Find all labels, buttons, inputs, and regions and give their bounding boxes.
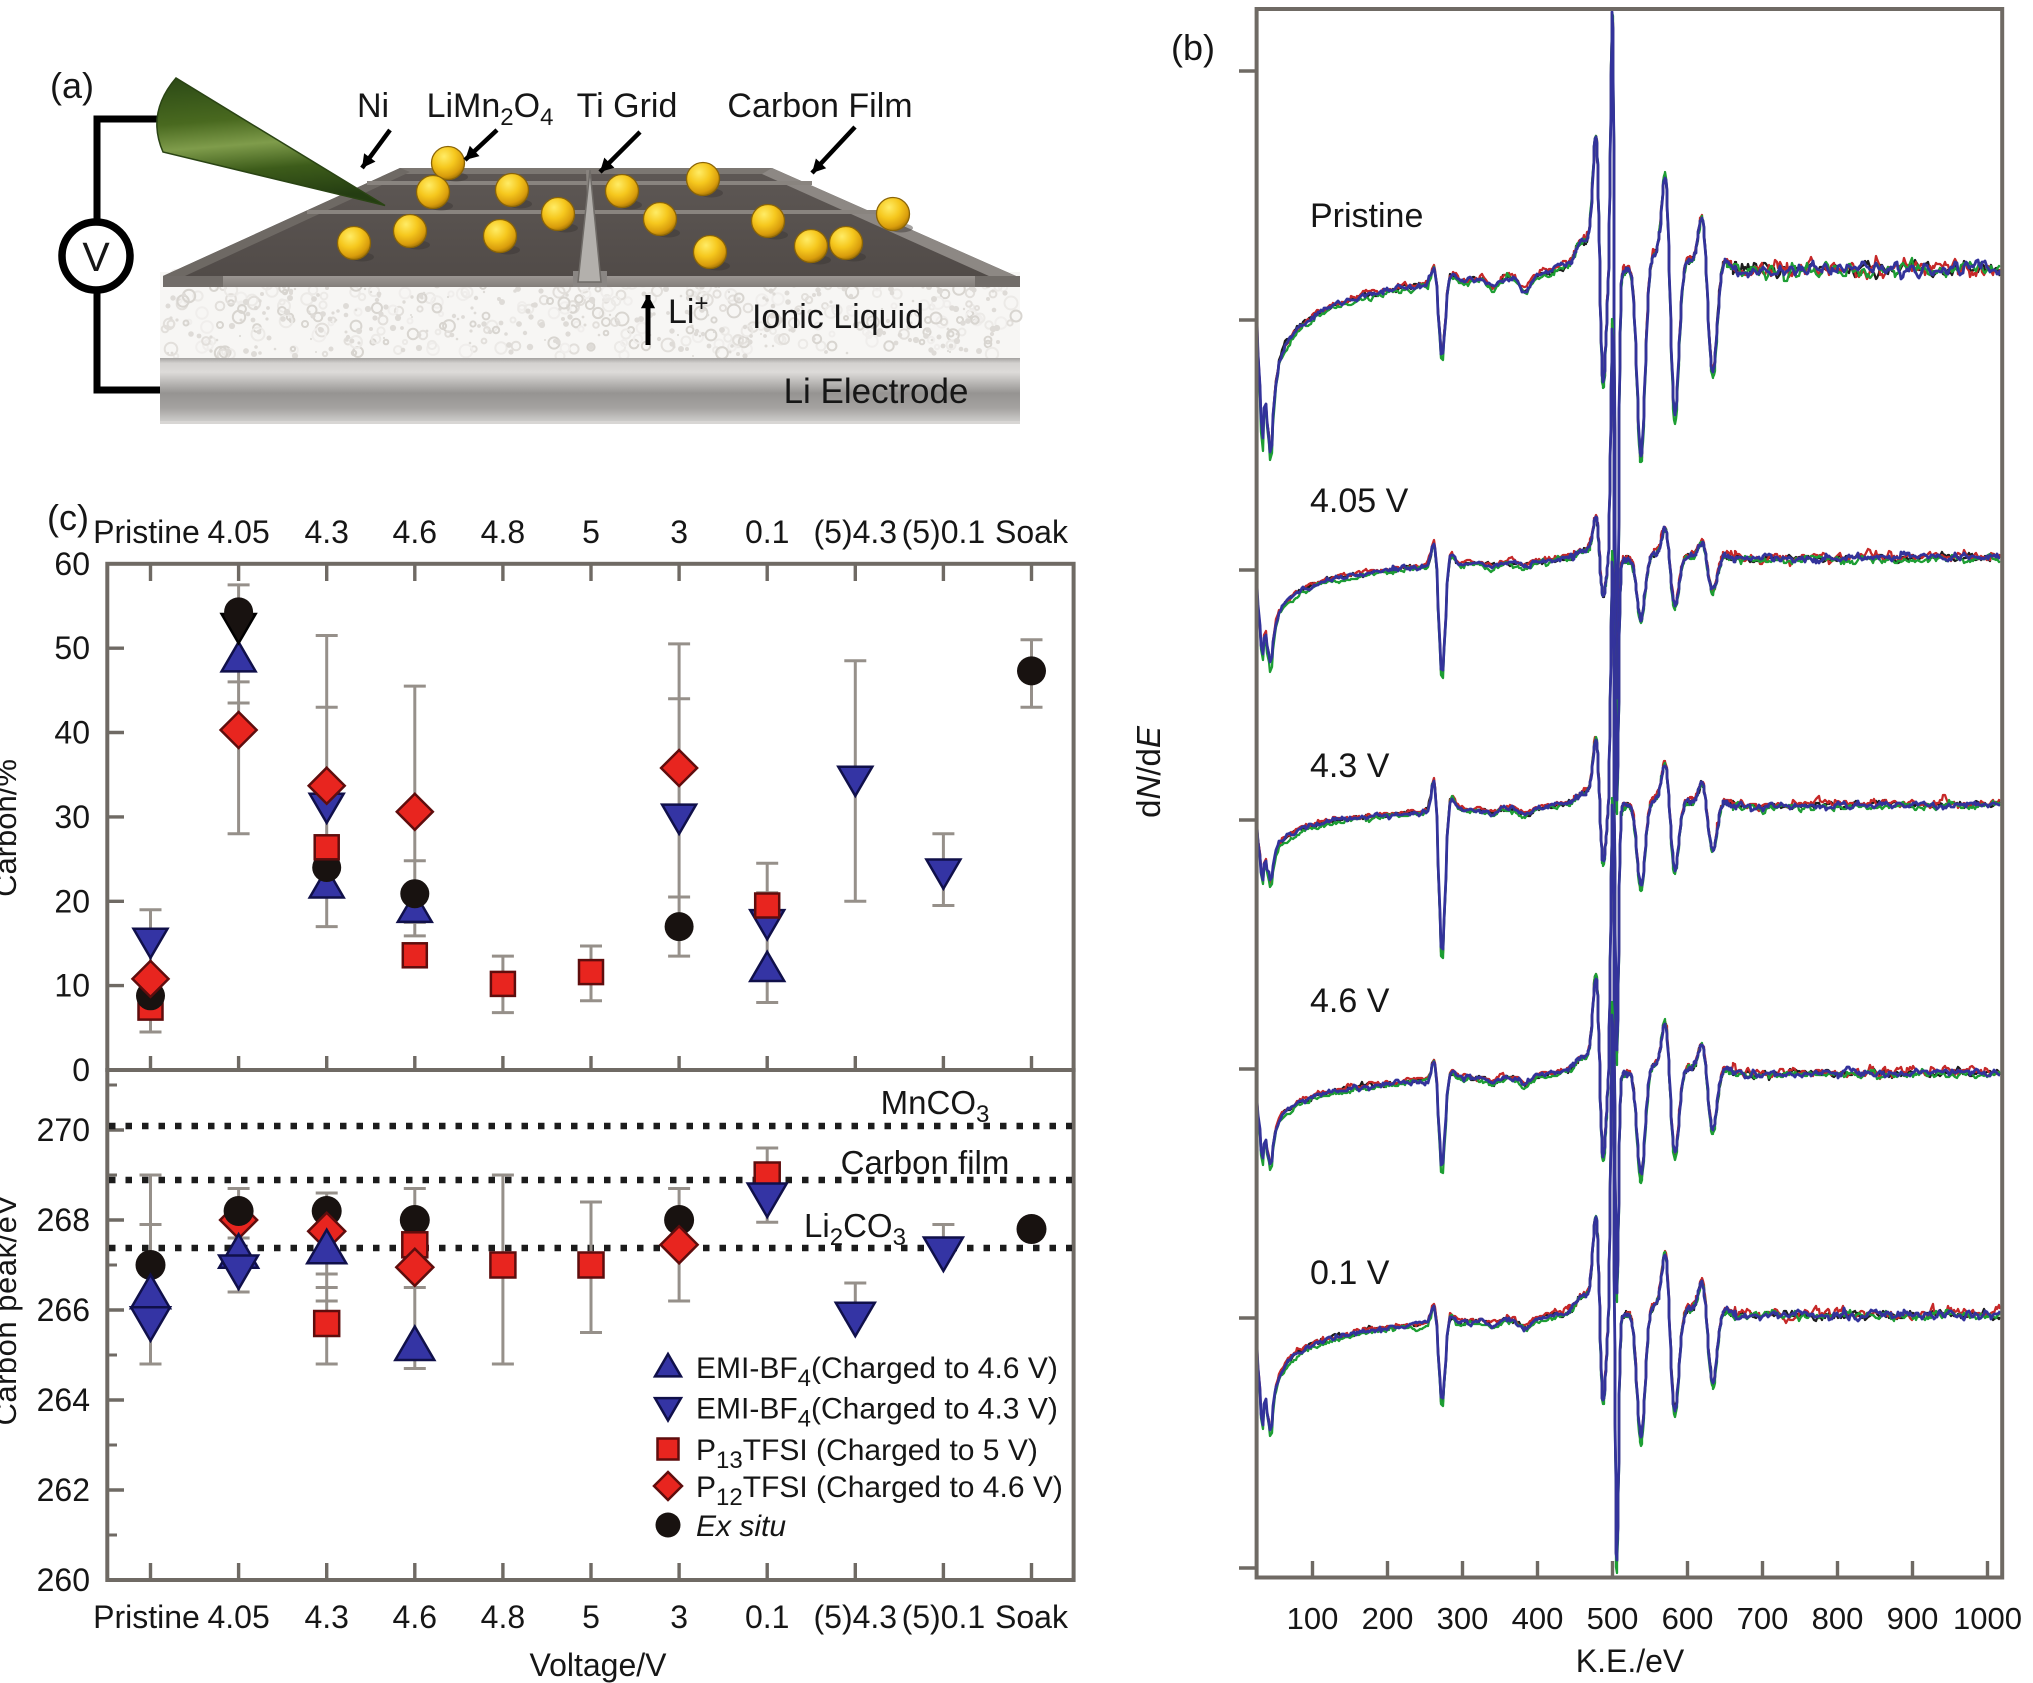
svg-text:Pristine: Pristine (93, 514, 200, 550)
svg-text:500: 500 (1587, 1601, 1639, 1636)
svg-text:Soak: Soak (995, 1599, 1069, 1635)
svg-text:268: 268 (37, 1202, 90, 1238)
svg-text:(5)4.3: (5)4.3 (814, 514, 898, 550)
svg-text:266: 266 (37, 1292, 90, 1328)
svg-text:600: 600 (1662, 1601, 1714, 1636)
svg-text:(5)0.1: (5)0.1 (902, 514, 986, 550)
svg-text:60: 60 (54, 546, 90, 582)
svg-text:3: 3 (670, 1599, 688, 1635)
svg-text:700: 700 (1737, 1601, 1789, 1636)
svg-text:Ex situ: Ex situ (696, 1510, 786, 1543)
svg-text:900: 900 (1887, 1601, 1939, 1636)
svg-text:800: 800 (1812, 1601, 1864, 1636)
svg-text:4.8: 4.8 (481, 1599, 525, 1635)
svg-text:4.3: 4.3 (304, 514, 348, 550)
svg-text:(5)4.3: (5)4.3 (814, 1599, 898, 1635)
svg-text:K.E./eV: K.E./eV (1576, 1643, 1685, 1679)
svg-text:200: 200 (1362, 1601, 1414, 1636)
svg-text:4.05 V: 4.05 V (1310, 482, 1409, 520)
svg-text:30: 30 (54, 799, 90, 835)
svg-text:10: 10 (54, 968, 90, 1004)
svg-text:20: 20 (54, 883, 90, 919)
svg-text:4.3: 4.3 (304, 1599, 348, 1635)
svg-text:262: 262 (37, 1472, 90, 1508)
svg-text:4.6 V: 4.6 V (1310, 982, 1390, 1020)
svg-text:Carbon film: Carbon film (841, 1144, 1010, 1181)
svg-text:40: 40 (54, 715, 90, 751)
svg-text:dN/dE: dN/dE (1130, 725, 1167, 818)
svg-text:Li2CO3: Li2CO3 (804, 1207, 906, 1251)
svg-text:0.1: 0.1 (745, 514, 789, 550)
svg-text:300: 300 (1437, 1601, 1489, 1636)
svg-text:Li Electrode: Li Electrode (784, 372, 969, 411)
svg-text:Ni: Ni (357, 87, 389, 125)
svg-text:264: 264 (37, 1382, 90, 1418)
svg-text:4.3 V: 4.3 V (1310, 747, 1390, 785)
svg-text:4.6: 4.6 (393, 1599, 437, 1635)
svg-text:MnCO3: MnCO3 (881, 1084, 990, 1128)
svg-text:LiMn2O4: LiMn2O4 (427, 87, 554, 131)
svg-text:0: 0 (72, 1052, 90, 1088)
svg-text:Ti Grid: Ti Grid (577, 87, 678, 125)
svg-text:4.05: 4.05 (207, 1599, 269, 1635)
svg-text:5: 5 (582, 1599, 600, 1635)
svg-text:50: 50 (54, 630, 90, 666)
svg-text:4.05: 4.05 (207, 514, 269, 550)
svg-text:Carbon peak/eV: Carbon peak/eV (0, 1194, 23, 1425)
svg-text:1000: 1000 (1953, 1601, 2022, 1636)
svg-text:Carbon/%: Carbon/% (0, 759, 23, 897)
svg-text:(b): (b) (1171, 27, 1215, 68)
svg-text:270: 270 (37, 1112, 90, 1148)
svg-text:5: 5 (582, 514, 600, 550)
svg-text:4.6: 4.6 (393, 514, 437, 550)
svg-text:Pristine: Pristine (93, 1599, 200, 1635)
svg-text:Pristine: Pristine (1310, 197, 1423, 235)
svg-text:(c): (c) (47, 497, 89, 538)
svg-text:Soak: Soak (995, 514, 1069, 550)
svg-text:Carbon Film: Carbon Film (727, 87, 912, 125)
svg-text:0.1: 0.1 (745, 1599, 789, 1635)
svg-text:100: 100 (1287, 1601, 1339, 1636)
svg-text:3: 3 (670, 514, 688, 550)
svg-text:Ionic Liquid: Ionic Liquid (752, 298, 924, 336)
svg-text:0.1 V: 0.1 V (1310, 1254, 1390, 1292)
svg-text:(5)0.1: (5)0.1 (902, 1599, 986, 1635)
svg-text:4.8: 4.8 (481, 514, 525, 550)
svg-text:400: 400 (1512, 1601, 1564, 1636)
svg-text:260: 260 (37, 1562, 90, 1598)
svg-text:Voltage/V: Voltage/V (530, 1647, 668, 1683)
svg-text:V: V (82, 234, 110, 280)
svg-text:(a): (a) (50, 65, 94, 106)
